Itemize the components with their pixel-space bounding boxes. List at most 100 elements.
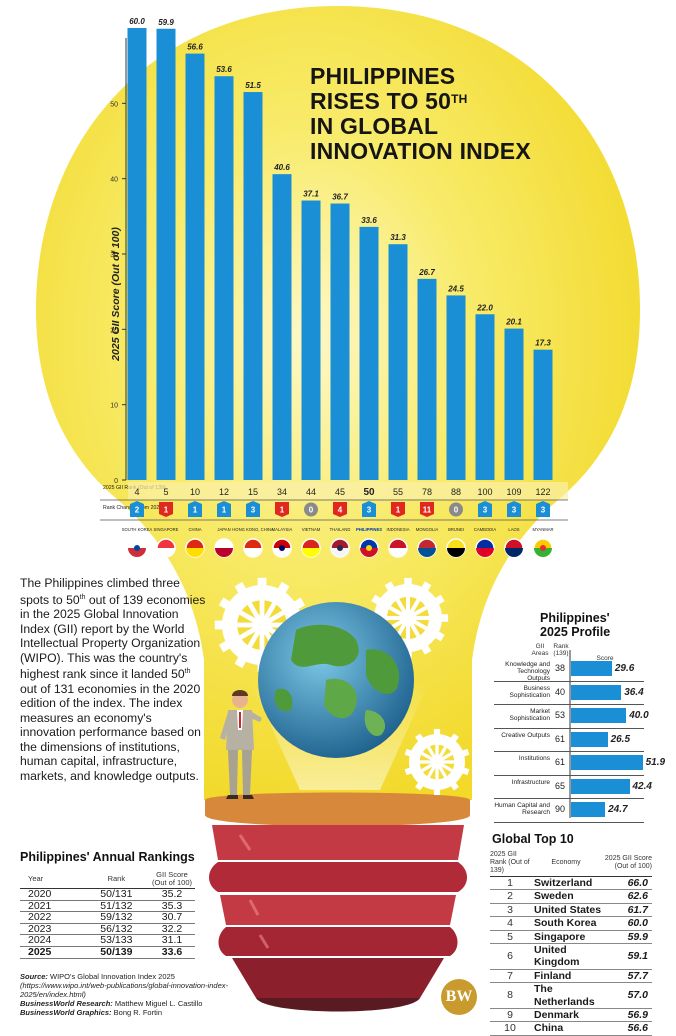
bar: [127, 28, 147, 480]
top10-col-economy: Economy: [530, 850, 602, 877]
country-flag-icon: [185, 538, 205, 558]
country-label: JAPAN: [217, 527, 230, 532]
country-flag-icon: [301, 538, 321, 558]
profile-col-rank: Rank (139): [553, 643, 569, 657]
annual-rankings-header: Year Rank GII Score (Out of 100): [20, 870, 195, 889]
annual-rankings-table: Year Rank GII Score (Out of 100) 2020 50/…: [20, 870, 195, 959]
bar-value-label: 60.0: [129, 17, 145, 26]
flag-emblem: [366, 545, 372, 551]
rank-change-label: 4: [338, 506, 343, 515]
rank-change-label: 3: [367, 506, 372, 515]
businessman: [220, 690, 262, 799]
profile-area-label: Institutions: [518, 755, 550, 762]
flag-band: [186, 548, 204, 557]
top10-rank: 1: [490, 876, 530, 891]
country-flag-icon: [127, 538, 147, 558]
rank-change-badge: [391, 502, 405, 517]
top10-rank: 3: [490, 903, 530, 918]
rank-label: 109: [506, 487, 521, 497]
rank-change-badge: [478, 501, 492, 517]
bar: [533, 349, 553, 480]
profile-row-divider: [494, 821, 644, 823]
country-flag-icon: [388, 538, 408, 558]
col-year: Year: [20, 870, 84, 889]
flag-band: [418, 548, 436, 557]
top10-row: 5 Singapore 59.9: [490, 930, 652, 945]
top10-score: 59.1: [602, 943, 652, 970]
title-line-4: INNOVATION INDEX: [310, 138, 531, 164]
country-flag-icon: [272, 538, 292, 558]
annual-rankings-title: Philippines' Annual Rankings: [20, 850, 195, 864]
country-label: CHINA: [188, 527, 201, 532]
top10-score: 61.7: [602, 903, 652, 918]
profile-area-label: Human Capital and Research: [494, 802, 550, 816]
y-axis-label: 2025 GII Score (Out of 100): [110, 227, 122, 362]
y-tick-label: 30: [110, 252, 118, 259]
country-label: MYANMAR: [532, 527, 553, 532]
bar: [359, 226, 379, 480]
profile-row-divider: [494, 727, 644, 729]
profile-rank: 65: [554, 780, 565, 791]
top10-economy: Denmark: [530, 1008, 602, 1023]
top10-score: 57.7: [602, 969, 652, 984]
bar-value-label: 51.5: [245, 81, 261, 90]
rank-label: 34: [277, 487, 287, 497]
annual-score: 35.3: [149, 900, 195, 913]
country-flag-icon: [330, 538, 350, 558]
bar-value-label: 22.0: [476, 303, 493, 312]
profile-bar: [571, 708, 627, 723]
top10-col-score: 2025 GII Score (Out of 100): [602, 850, 652, 877]
profile-bar: [571, 684, 622, 700]
bar: [446, 295, 466, 480]
profile-bar: [571, 802, 606, 817]
profile-score-label: 36.4: [624, 686, 644, 698]
profile-title-line-1: Philippines': [540, 611, 610, 625]
annual-score: 30.7: [149, 911, 195, 924]
flag-band: [302, 548, 320, 557]
annual-rank: 53/133: [83, 934, 149, 947]
bar: [272, 174, 292, 480]
businessworld-logo: BW: [441, 979, 477, 1015]
annual-score: 33.6: [149, 946, 195, 959]
top10-rank: 6: [490, 943, 530, 970]
title-line-1: PHILIPPINES: [310, 63, 456, 89]
profile-area-label: Market Sophistication: [509, 708, 550, 722]
intro-sup-a: th: [79, 593, 86, 601]
rank-change-badge: [159, 502, 173, 517]
annual-score: 35.2: [149, 888, 195, 901]
annual-rank: 50/139: [83, 946, 149, 959]
rank-change-label: 11: [423, 506, 432, 515]
country-label: SINGAPORE: [154, 527, 179, 532]
globe: [258, 602, 414, 758]
title-line-3: IN GLOBAL: [310, 113, 439, 139]
graphics-credit: BusinessWorld Graphics: Bong R. Fortin: [20, 1008, 270, 1017]
y-tick-label: 50: [110, 101, 118, 108]
annual-score: 31.1: [149, 934, 195, 947]
bar: [185, 53, 205, 480]
country-label: SOUTH KOREA: [122, 527, 153, 532]
country-label: MALAYSIA: [272, 527, 293, 532]
top10-economy: South Korea: [530, 916, 602, 931]
annual-rank: 56/132: [83, 923, 149, 936]
gear-right-tooth: [404, 577, 412, 588]
flag-band: [128, 548, 146, 557]
top10-economy: The Netherlands: [530, 982, 602, 1010]
y-tick-label: 40: [110, 177, 118, 184]
top10-economy: Sweden: [530, 889, 602, 904]
intro-paragraph: The Philippines climbed three spots to 5…: [20, 576, 210, 783]
top10-header: 2025 GII Rank (Out of 139) Economy 2025 …: [490, 850, 652, 877]
profile-bar: [571, 778, 630, 794]
profile-area-label: Knowledge and Technology Outputs: [505, 661, 550, 682]
top10-economy: Switzerland: [530, 876, 602, 891]
source-line: Source: WIPO's Global Innovation Index 2…: [20, 972, 270, 981]
rank-change-label: 3: [251, 506, 256, 515]
rank-change-label: 2: [135, 506, 140, 515]
profile-col-score: Score: [596, 655, 614, 662]
bar: [504, 328, 524, 480]
top10-row: 7 Finland 57.7: [490, 969, 652, 984]
top10-title: Global Top 10: [492, 832, 574, 846]
rank-change-badge: [188, 501, 202, 517]
bar: [214, 76, 234, 481]
graphics-label: BusinessWorld Graphics:: [20, 1008, 112, 1017]
source-text: WIPO's Global Innovation Index 2025: [47, 972, 175, 981]
